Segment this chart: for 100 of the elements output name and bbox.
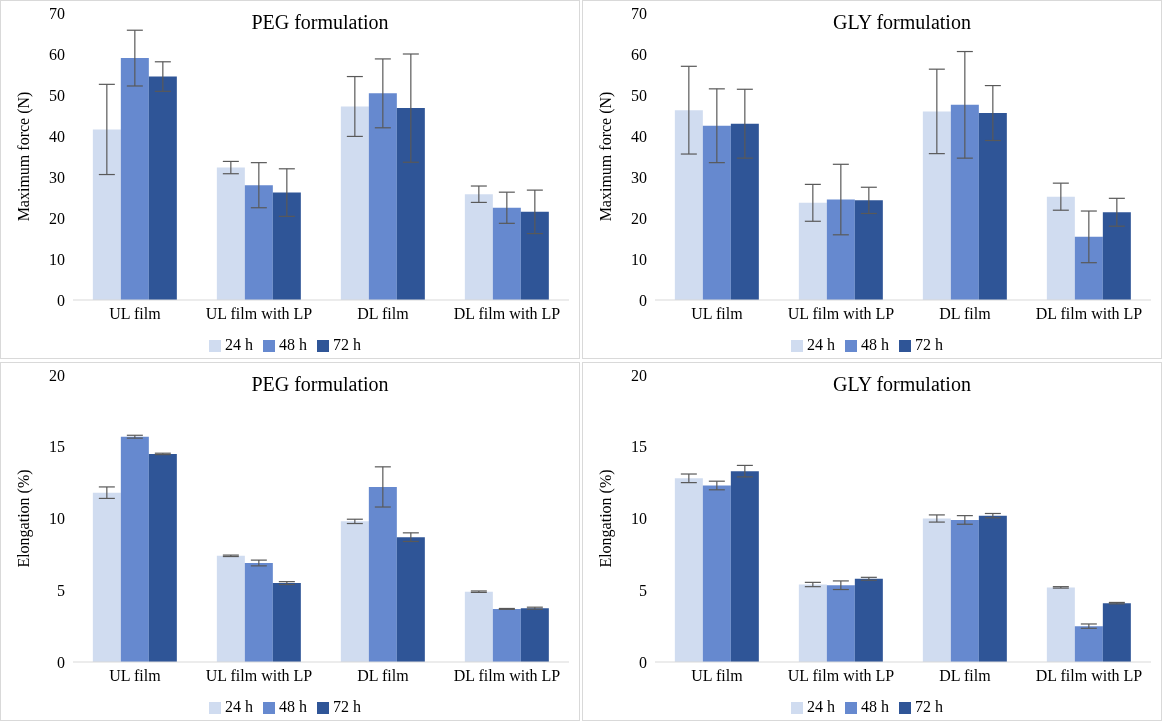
bar: [464, 194, 493, 300]
y-tick-label: 70: [631, 4, 647, 22]
bar: [148, 76, 177, 300]
y-axis-title: Elongation (%): [14, 469, 33, 568]
bar: [1074, 236, 1103, 300]
bar: [148, 453, 177, 662]
bar: [368, 486, 397, 662]
bar: [674, 110, 703, 300]
bar: [1102, 212, 1131, 300]
y-tick-label: 20: [631, 366, 647, 384]
x-tick-label: DL film with LP: [1035, 667, 1143, 685]
y-tick-label: 10: [631, 510, 647, 528]
legend-label: 24 h: [225, 698, 253, 715]
bar: [272, 192, 301, 300]
x-tick-label: UL film with LP: [787, 667, 895, 685]
x-tick-label: UL film with LP: [205, 305, 313, 323]
bar: [216, 167, 245, 300]
bar: [396, 537, 425, 662]
y-tick-label: 40: [49, 127, 65, 145]
bar: [826, 585, 855, 662]
bar: [730, 471, 759, 662]
x-tick-label: DL film with LP: [453, 305, 561, 323]
bar: [520, 211, 549, 300]
bar: [272, 583, 301, 662]
y-tick-label: 15: [49, 438, 65, 456]
y-tick-label: 50: [49, 86, 65, 104]
bar: [950, 104, 979, 300]
bar: [340, 521, 369, 662]
bar: [1102, 603, 1131, 662]
bar: [120, 58, 149, 300]
x-tick-label: DL film: [939, 667, 992, 685]
legend-label: 72 h: [333, 336, 361, 353]
legend-label: 48 h: [861, 698, 889, 715]
y-axis-title: Maximum force (N): [596, 91, 615, 222]
y-tick-label: 0: [639, 291, 647, 309]
bar: [950, 519, 979, 662]
x-tick-label: UL film: [691, 305, 744, 323]
bar: [368, 93, 397, 300]
y-tick-label: 20: [49, 209, 65, 227]
y-tick-label: 20: [49, 366, 65, 384]
y-tick-label: 5: [57, 581, 65, 599]
bar: [92, 129, 121, 300]
bar: [120, 436, 149, 662]
bar: [702, 485, 731, 662]
x-tick-label: DL film with LP: [1035, 305, 1143, 323]
x-tick-label: UL film with LP: [787, 305, 895, 323]
chart-title: GLY formulation: [833, 373, 971, 395]
legend-label: 24 h: [225, 336, 253, 353]
legend-label: 48 h: [861, 336, 889, 353]
x-tick-label: UL film: [109, 305, 162, 323]
bar: [826, 199, 855, 300]
x-tick-label: DL film with LP: [453, 667, 561, 685]
bar: [244, 562, 273, 662]
y-tick-label: 30: [49, 168, 65, 186]
bar: [1074, 626, 1103, 662]
y-tick-label: 15: [631, 438, 647, 456]
y-tick-label: 60: [49, 45, 65, 63]
bar: [1046, 196, 1075, 300]
x-tick-label: UL film: [691, 667, 744, 685]
x-tick-label: DL film: [357, 305, 410, 323]
bar: [396, 108, 425, 300]
bar: [674, 478, 703, 662]
bar: [92, 492, 121, 662]
y-tick-label: 0: [639, 653, 647, 671]
legend-label: 72 h: [333, 698, 361, 715]
y-tick-label: 10: [631, 250, 647, 268]
legend-label: 48 h: [279, 336, 307, 353]
bar: [216, 555, 245, 662]
bar: [922, 518, 951, 662]
y-tick-label: 50: [631, 86, 647, 104]
chart-title: PEG formulation: [251, 373, 389, 395]
y-tick-label: 0: [57, 653, 65, 671]
y-tick-label: 10: [49, 250, 65, 268]
bar: [464, 591, 493, 662]
legend-label: 72 h: [915, 336, 943, 353]
x-tick-label: DL film: [939, 305, 992, 323]
chart-title: GLY formulation: [833, 11, 971, 33]
bar: [492, 608, 521, 662]
y-tick-label: 70: [49, 4, 65, 22]
y-axis-title: Elongation (%): [596, 469, 615, 568]
legend-label: 24 h: [807, 698, 835, 715]
bar: [340, 106, 369, 300]
x-tick-label: UL film: [109, 667, 162, 685]
bar: [922, 111, 951, 300]
x-tick-label: UL film with LP: [205, 667, 313, 685]
bar: [978, 515, 1007, 662]
y-tick-label: 30: [631, 168, 647, 186]
y-tick-label: 0: [57, 291, 65, 309]
bar: [854, 200, 883, 300]
bar: [978, 113, 1007, 300]
y-tick-label: 10: [49, 510, 65, 528]
bar: [798, 584, 827, 662]
bar: [798, 202, 827, 300]
y-tick-label: 20: [631, 209, 647, 227]
y-axis-title: Maximum force (N): [14, 91, 33, 222]
bar: [1046, 587, 1075, 662]
bar: [854, 578, 883, 662]
y-tick-label: 60: [631, 45, 647, 63]
legend-label: 72 h: [915, 698, 943, 715]
legend-label: 48 h: [279, 698, 307, 715]
